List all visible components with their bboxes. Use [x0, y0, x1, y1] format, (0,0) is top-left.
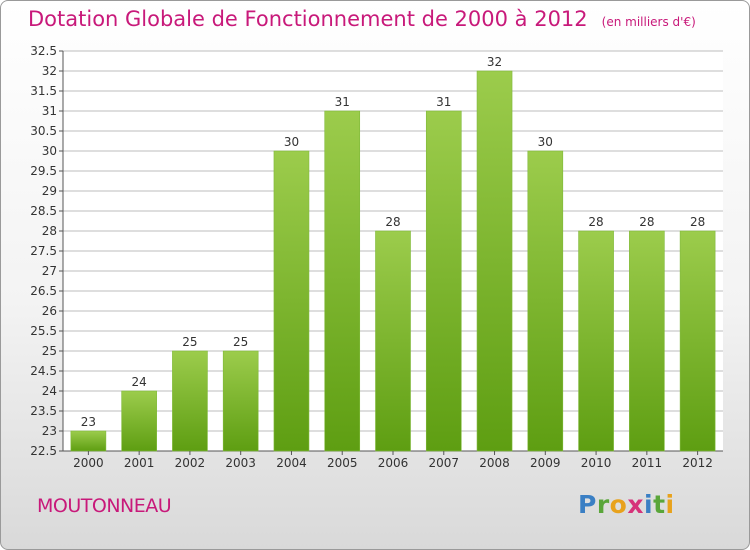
- x-tick-label: 2003: [225, 456, 256, 470]
- bar: [324, 110, 361, 452]
- bar: [70, 430, 107, 452]
- bar-value-label: 30: [284, 135, 299, 149]
- y-tick-label: 32: [42, 64, 57, 78]
- x-tick-label: 2011: [632, 456, 663, 470]
- bar-value-label: 24: [132, 375, 147, 389]
- y-tick-label: 31: [42, 104, 57, 118]
- logo-letter: t: [653, 490, 666, 519]
- bar: [375, 230, 411, 452]
- bar-value-label: 23: [81, 415, 96, 429]
- y-tick-label: 22.5: [30, 444, 57, 458]
- x-tick-label: 2007: [428, 456, 459, 470]
- y-tick-label: 27.5: [30, 244, 57, 258]
- y-tick-label: 29.5: [30, 164, 57, 178]
- bar-value-label: 28: [639, 215, 654, 229]
- chart-subtitle: (en milliers d'€): [601, 15, 696, 29]
- bar-value-label: 25: [233, 335, 248, 349]
- bar-value-label: 31: [436, 95, 451, 109]
- bar: [425, 110, 462, 452]
- y-tick-label: 31.5: [30, 84, 57, 98]
- x-tick-label: 2002: [175, 456, 206, 470]
- logo-letter: r: [596, 490, 610, 519]
- x-tick-label: 2010: [581, 456, 612, 470]
- x-tick-label: 2000: [73, 456, 104, 470]
- proxiti-logo: Proxiti: [578, 490, 675, 519]
- bar-value-label: 28: [588, 215, 603, 229]
- y-tick-label: 29: [42, 184, 57, 198]
- bar: [679, 230, 716, 452]
- bar-value-label: 32: [487, 55, 502, 69]
- bar-value-label: 30: [538, 135, 553, 149]
- bar-value-label: 28: [690, 215, 705, 229]
- bar: [527, 150, 564, 452]
- y-tick-label: 30: [42, 144, 57, 158]
- y-tick-label: 27: [42, 264, 57, 278]
- x-tick-label: 2008: [479, 456, 510, 470]
- bar-value-label: 28: [385, 215, 400, 229]
- bar: [578, 230, 614, 452]
- x-tick-label: 2001: [124, 456, 155, 470]
- bar: [121, 390, 157, 452]
- chart-title-text: Dotation Globale de Fonctionnement de 20…: [28, 7, 588, 31]
- y-tick-label: 24: [42, 384, 57, 398]
- logo-letter: o: [609, 490, 628, 519]
- y-tick-label: 25.5: [30, 324, 57, 338]
- bar: [222, 350, 259, 452]
- bar: [476, 70, 513, 452]
- x-tick-label: 2009: [530, 456, 561, 470]
- logo-letter: x: [627, 490, 644, 519]
- bar: [629, 230, 665, 452]
- logo-letter: P: [578, 490, 597, 519]
- y-tick-label: 28: [42, 224, 57, 238]
- logo-letter: i: [644, 490, 654, 519]
- y-tick-label: 24.5: [30, 364, 57, 378]
- municipality-name: MOUTONNEAU: [37, 495, 172, 517]
- y-tick-label: 23: [42, 424, 57, 438]
- y-tick-label: 30.5: [30, 124, 57, 138]
- logo-letter: i: [665, 490, 675, 519]
- chart-title: Dotation Globale de Fonctionnement de 20…: [28, 7, 696, 31]
- bar-value-label: 25: [182, 335, 197, 349]
- y-tick-label: 26.5: [30, 284, 57, 298]
- bar: [273, 150, 310, 452]
- y-tick-label: 25: [42, 344, 57, 358]
- x-tick-label: 2004: [276, 456, 307, 470]
- x-tick-label: 2005: [327, 456, 358, 470]
- y-tick-label: 23.5: [30, 404, 57, 418]
- bar: [172, 350, 208, 452]
- x-tick-label: 2006: [378, 456, 409, 470]
- y-tick-label: 26: [42, 304, 57, 318]
- y-tick-label: 28.5: [30, 204, 57, 218]
- bar-value-label: 31: [335, 95, 350, 109]
- y-tick-label: 32.5: [30, 44, 57, 58]
- x-tick-label: 2012: [682, 456, 713, 470]
